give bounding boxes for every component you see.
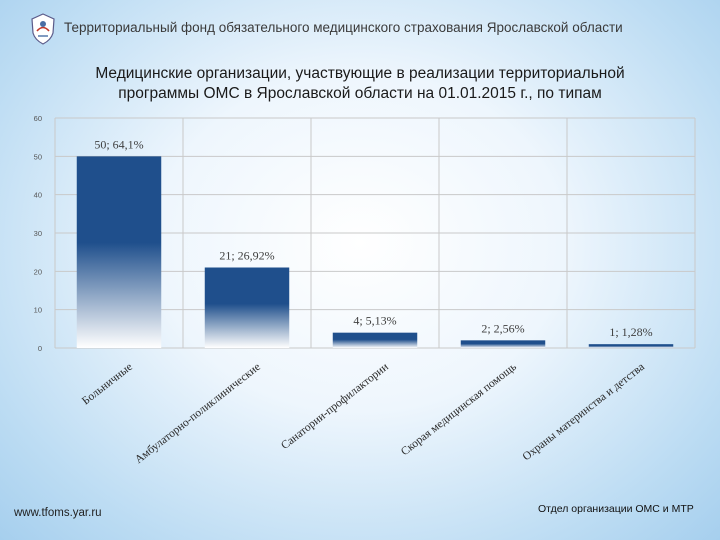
- y-tick-label: 10: [34, 306, 42, 315]
- bar: [332, 332, 418, 348]
- slide-title: Медицинские организации, участвующие в р…: [40, 64, 680, 104]
- header: Территориальный фонд обязательного медиц…: [0, 0, 720, 46]
- bar: [588, 344, 674, 348]
- x-category-label: Санатории-профилактории: [279, 361, 391, 452]
- data-labels: 50; 64,1% 21; 26,92% 4; 5,13% 2; 2,56% 1; 1,…: [94, 137, 652, 339]
- y-tick-label: 50: [34, 152, 42, 161]
- bar: [76, 156, 162, 348]
- data-label: 1; 1,28%: [609, 325, 652, 339]
- x-category-label: Больничные: [80, 361, 135, 408]
- bar: [204, 267, 290, 348]
- data-label: 50; 64,1%: [94, 137, 143, 151]
- data-label: 2; 2,56%: [481, 321, 524, 335]
- y-tick-label: 40: [34, 191, 42, 200]
- y-tick-label: 20: [34, 267, 42, 276]
- slide-title-line-1: Медицинские организации, участвующие в р…: [95, 65, 625, 82]
- y-tick-label: 0: [38, 344, 42, 353]
- slide-title-line-2: программы ОМС в Ярославской области на 0…: [118, 85, 602, 102]
- bar: [460, 340, 546, 348]
- x-category-label: Амбулаторно-поликлинические: [133, 361, 263, 466]
- y-tick-label: 60: [34, 114, 42, 123]
- tfoms-logo-icon: [31, 13, 55, 45]
- x-category-label: Охраны материнства и детства: [521, 361, 647, 463]
- department-name: Отдел организации ОМС и МТР: [538, 503, 694, 515]
- x-category-label: Скорая медицинская помощь: [399, 361, 519, 458]
- y-tick-label: 30: [34, 229, 42, 238]
- data-label: 21; 26,92%: [219, 249, 274, 263]
- website-url: www.tfoms.yar.ru: [14, 507, 102, 519]
- bars: [76, 156, 674, 348]
- data-label: 4; 5,13%: [353, 314, 396, 328]
- chart-grid: [54, 117, 696, 349]
- organization-name: Территориальный фонд обязательного медиц…: [64, 20, 623, 35]
- y-axis: 0 10 20 30 40 50 60: [34, 114, 42, 353]
